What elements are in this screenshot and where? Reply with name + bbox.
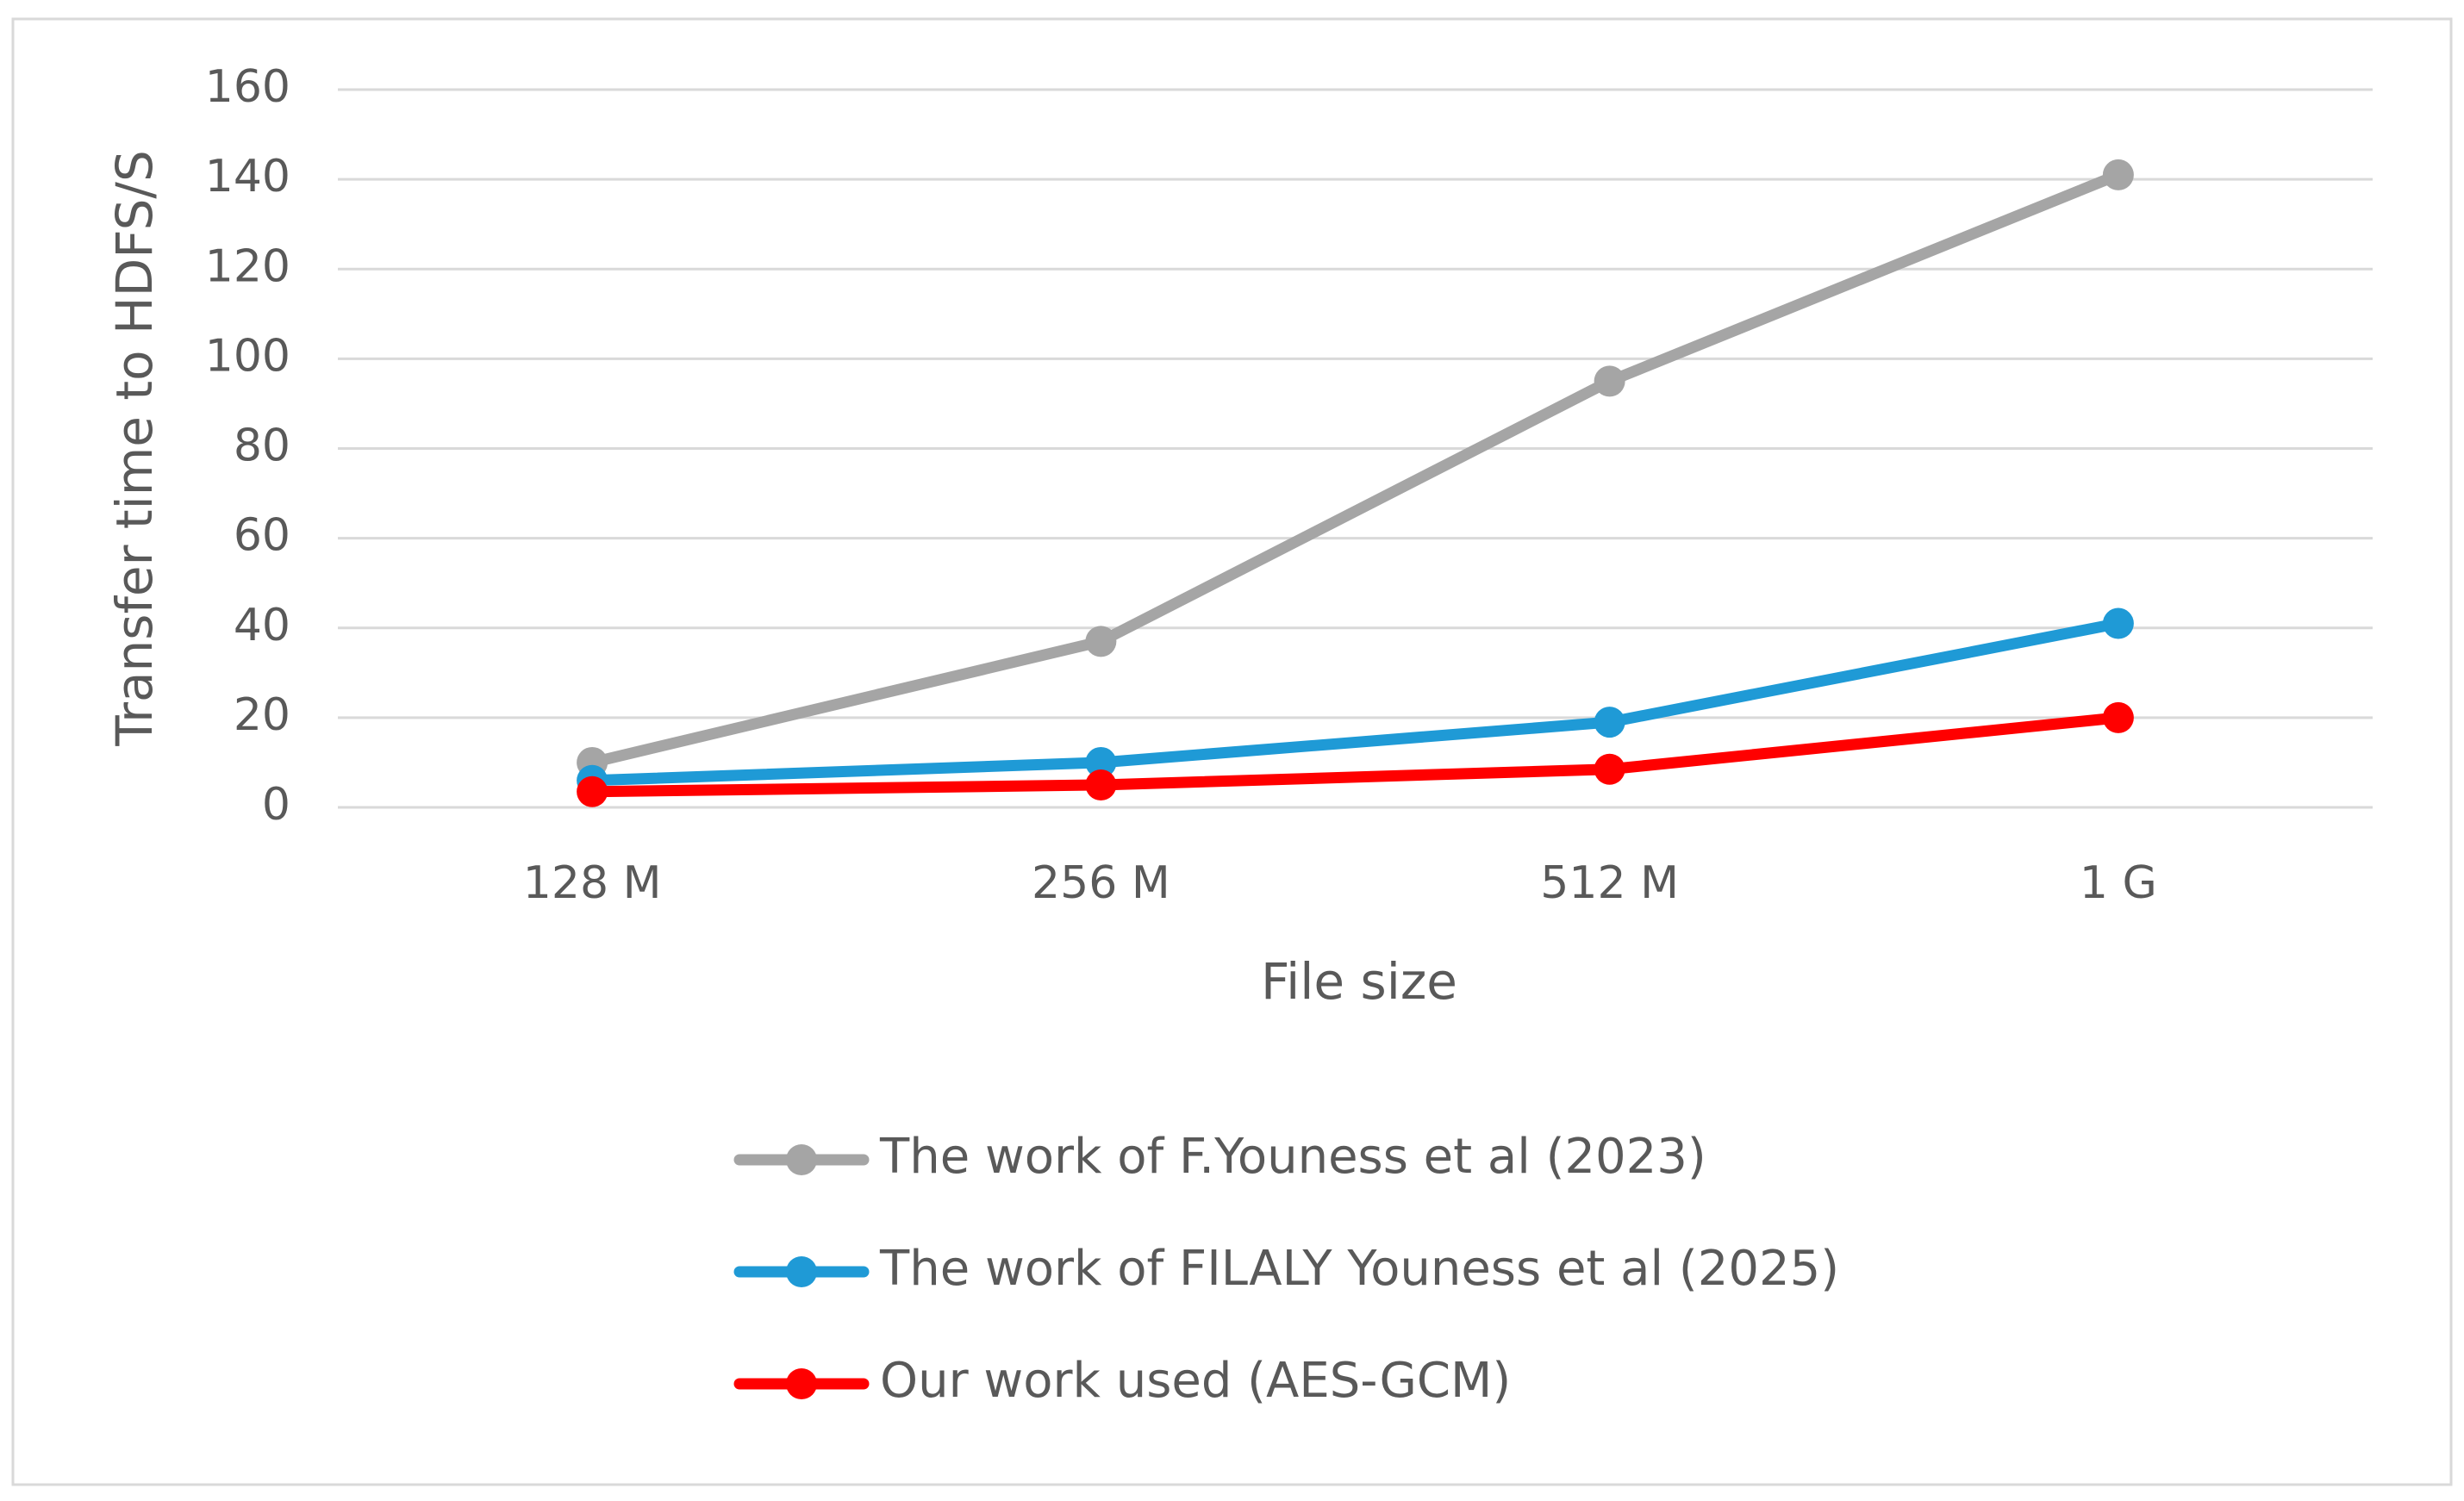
x-tick-label: 128 M (523, 857, 662, 909)
data-point (1085, 626, 1117, 657)
data-point (2102, 701, 2134, 733)
data-point (2102, 159, 2134, 190)
y-tick-label: 120 (205, 240, 290, 292)
y-axis-title: Transfer time to HDFS/S (105, 150, 164, 747)
legend-marker (786, 1144, 817, 1175)
data-point (1594, 707, 1625, 738)
series-line (586, 712, 2124, 798)
series-line (586, 169, 2124, 769)
x-tick-label: 512 M (1540, 857, 1679, 909)
x-tick-label: 1 G (2080, 857, 2157, 909)
y-tick-label: 100 (205, 330, 290, 382)
legend-marker (786, 1256, 817, 1287)
y-tick-label: 0 (262, 779, 290, 831)
y-tick-label: 160 (205, 61, 290, 113)
legend-label: The work of FILALY Youness et al (2025) (879, 1241, 1839, 1297)
data-point (1594, 365, 1625, 397)
series-line (586, 618, 2124, 787)
x-tick-label: 256 M (1032, 857, 1170, 909)
data-point (2102, 607, 2134, 639)
y-tick-label: 60 (234, 510, 290, 562)
y-tick-label: 40 (234, 600, 290, 651)
data-point (577, 775, 608, 807)
data-point (1594, 753, 1625, 785)
data-point (1085, 746, 1117, 778)
data-point (1085, 769, 1117, 800)
y-tick-label: 140 (205, 151, 290, 202)
legend-label: Our work used (AES-GCM) (880, 1353, 1511, 1409)
legend-label: The work of F.Youness et al (2023) (879, 1129, 1706, 1185)
y-tick-label: 20 (234, 689, 290, 741)
legend-marker (786, 1368, 817, 1399)
x-axis-title: File size (1261, 952, 1457, 1011)
y-tick-label: 80 (234, 420, 290, 472)
